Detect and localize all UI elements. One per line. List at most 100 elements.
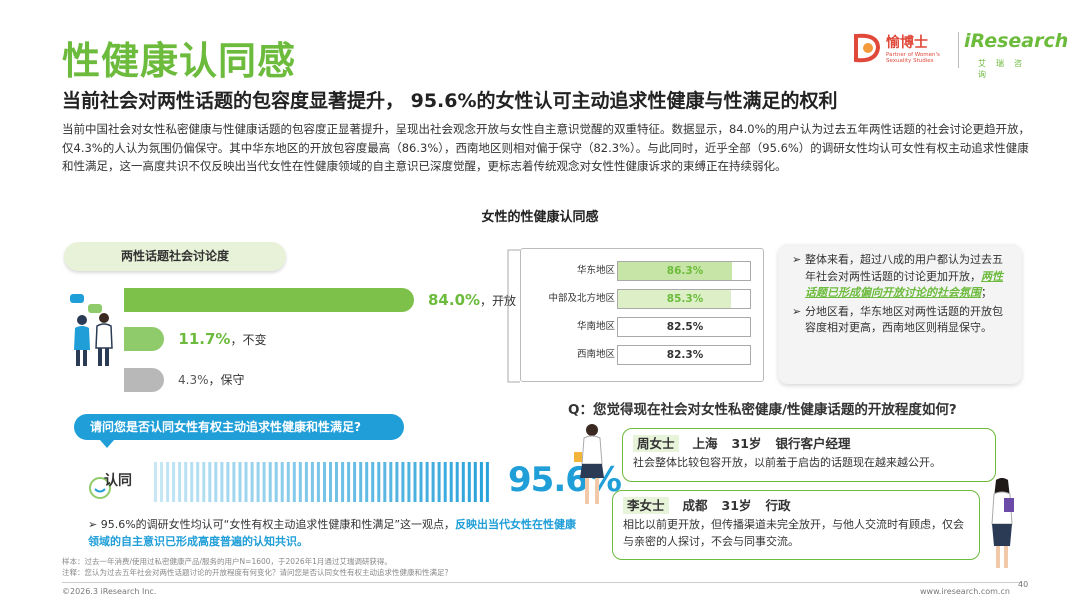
insight-note-box: ➢ 整体来看，超过八成的用户都认为过去五年社会对两性话题的讨论更加开放，两性话题… [778, 244, 1022, 384]
insight-note-text: 整体来看，超过八成的用户都认为过去五年社会对两性话题的讨论更加开放， [805, 253, 1003, 283]
agree-bar-stripe [184, 462, 188, 502]
region-breakdown-chart: 华东地区 86.3% 中部及北方地区 85.3% 华南地区 82.5% 西南地区… [520, 248, 764, 382]
agree-bar-stripe [178, 462, 182, 502]
brand-logo-cn: 艾瑞咨询 [978, 59, 1032, 79]
agree-bar-stripe [437, 462, 441, 502]
discussion-label: 两性话题社会讨论度 [64, 242, 286, 271]
discussion-bar-conservative-value: 4.3% [178, 373, 209, 387]
agree-bar-stripe [310, 462, 314, 502]
agree-bar-stripe [292, 462, 296, 502]
region-row: 华南地区 82.5% [521, 317, 765, 337]
agree-bar-stripe [485, 462, 489, 502]
footer-divider [62, 582, 1022, 583]
discussion-bar-open [124, 288, 414, 312]
agree-summary-text: 95.6%的调研女性均认可“女性有权主动追求性健康和性满足”这一观点， [100, 518, 456, 531]
quote-age: 31岁 [721, 498, 752, 513]
brand-logo: iResearch [964, 30, 1069, 52]
logo: 愉博士 Partner of Women's Sexuality Studies… [848, 28, 1068, 79]
agree-bar-stripe [238, 462, 242, 502]
agree-bar-stripe [316, 462, 320, 502]
region-bar-fill [618, 262, 732, 280]
agree-bar-stripe [232, 462, 236, 502]
agree-bar-stripe [172, 462, 176, 502]
quote-name: 李女士 [623, 497, 669, 514]
agree-bar-stripe [365, 462, 369, 502]
agree-bar-stripe [226, 462, 230, 502]
agree-bar-stripe [304, 462, 308, 502]
region-bar-frame: 85.3% [617, 289, 751, 309]
agree-summary: ➢ 95.6%的调研女性均认可“女性有权主动追求性健康和性满足”这一观点，反映出… [88, 516, 578, 550]
chart-title: 女性的性健康认同感 [481, 210, 599, 225]
agree-bar-stripe [274, 462, 278, 502]
discussion-bar-same-label: 11.7%，不变 [178, 330, 266, 348]
agree-bar-stripe [298, 462, 302, 502]
discussion-bar-same [124, 327, 165, 351]
footnote: 样本：过去一年消费/使用过私密健康产品/服务的用户N=1600，于2026年1月… [62, 556, 782, 578]
footer-copyright: ©2026.3 iResearch Inc. [62, 587, 157, 596]
footer-url: www.iresearch.com.cn [920, 587, 1010, 596]
woman-figure-icon [574, 424, 604, 504]
intro-paragraph: 当前中国社会对女性私密健康与性健康话题的包容度正显著提升，呈现出社会观念开放与女… [62, 122, 1031, 173]
footnote-note: 注释：您认为过去五年社会对两性话题讨论的开放程度有何变化？请问您是否认同女性有权… [62, 568, 452, 577]
agree-bar-stripe [244, 462, 248, 502]
agree-bar-stripe [479, 462, 483, 502]
agree-bar-stripe [425, 462, 429, 502]
partner-logo-icon [854, 33, 881, 63]
discussion-bar-conservative-label: 4.3%，保守 [178, 371, 245, 388]
region-bar-value: 86.3% [666, 265, 704, 277]
interview-question: Q：您觉得现在社会对女性私密健康/性健康话题的开放程度如何? [568, 402, 957, 418]
discussion-bar-conservative-category: ，保守 [208, 373, 245, 387]
agree-bar-stripe [431, 462, 435, 502]
quote-header: 李女士 成都 31岁 行政 [623, 497, 969, 514]
page-subtitle: 当前社会对两性话题的包容度显著提升， 95.6%的女性认可主动追求性健康与性满足… [62, 90, 838, 112]
insight-note: ➢ 分地区看，华东地区对两性话题的开放包容度相对更高，西南地区则稍显保守。 [792, 304, 1008, 337]
insight-note-text: 分地区看，华东地区对两性话题的开放包容度相对更高，西南地区则稍显保守。 [805, 304, 1003, 335]
agree-bar-stripe [449, 462, 453, 502]
footnote-sample: 样本：过去一年消费/使用过私密健康产品/服务的用户N=1600，于2026年1月… [62, 557, 392, 566]
agree-bar-stripe [214, 462, 218, 502]
agree-bar-stripe [268, 462, 272, 502]
region-bar-frame: 86.3% [617, 261, 751, 281]
agree-bar-stripe [353, 462, 357, 502]
agree-bar [154, 462, 489, 502]
discussion-bar-same-value: 11.7% [178, 330, 231, 348]
quote-job: 银行客户经理 [775, 436, 851, 451]
quote-name: 周女士 [633, 435, 679, 452]
agree-bar-stripe [461, 462, 465, 502]
agree-bar-stripe [202, 462, 206, 502]
bullet-arrow-icon: ➢ [792, 253, 802, 266]
agree-bar-stripe [335, 462, 338, 502]
agree-bar-stripe [467, 462, 471, 502]
smile-icon [89, 477, 111, 499]
insight-note-end: ； [981, 286, 992, 299]
region-bar-value: 85.3% [666, 293, 704, 305]
agree-bar-stripe [473, 462, 477, 502]
agree-bar-stripe [190, 462, 194, 502]
agree-bar-stripe [341, 462, 345, 502]
quote-job: 行政 [765, 498, 791, 513]
discussion-bar-conservative [124, 368, 164, 392]
agree-bar-stripe [395, 462, 399, 502]
page-number: 40 [1018, 580, 1029, 589]
region-bar-value: 82.5% [666, 321, 704, 333]
discussion-bar-same-category: ，不变 [230, 333, 267, 347]
bullet-arrow-icon: ➢ [792, 304, 802, 318]
region-bracket [500, 249, 520, 383]
region-bar-frame: 82.5% [617, 317, 751, 337]
agree-bar-stripe [455, 462, 459, 502]
agree-chart: 认同 95.6% [88, 456, 622, 510]
quote-text: 相比以前更开放，但传播渠道未完全放开，与他人交流时有顾虑，仅会与亲密的人探讨，不… [623, 518, 964, 548]
interview-quote-1: 周女士 上海 31岁 银行客户经理 社会整体比较包容开放，以前羞于启齿的话题现在越来越… [622, 428, 996, 482]
agree-bar-stripe [407, 462, 411, 502]
quote-age: 31岁 [731, 436, 762, 451]
region-name: 西南地区 [576, 349, 615, 360]
agree-bar-stripe [443, 462, 447, 502]
region-name: 华东地区 [576, 265, 615, 276]
agree-bar-stripe [419, 462, 423, 502]
region-bar-frame: 82.3% [617, 345, 751, 365]
interview-quote-2: 李女士 成都 31岁 行政 相比以前更开放，但传播渠道未完全放开，与他人交流时有顾虑，… [612, 490, 980, 560]
insight-note-highlight: 两性话题已形成偏向开放讨论的社会氛围 [805, 269, 1003, 300]
woman-figure-icon [991, 478, 1014, 568]
quote-header: 周女士 上海 31岁 银行客户经理 [633, 435, 985, 452]
agree-value: 95.6% [508, 460, 622, 500]
